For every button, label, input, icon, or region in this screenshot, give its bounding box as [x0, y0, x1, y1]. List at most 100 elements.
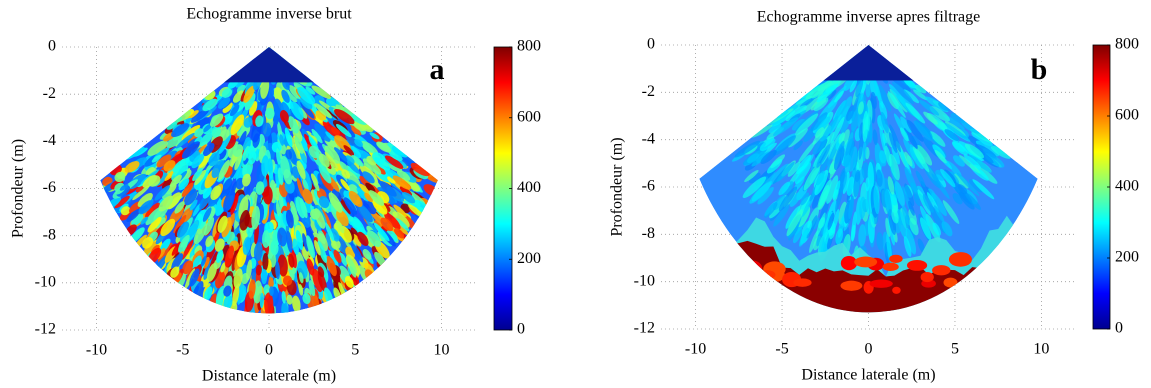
- echo-texture: [979, 277, 999, 294]
- echo-texture: [265, 221, 274, 234]
- echo-texture: [242, 236, 251, 255]
- echo-texture: [872, 129, 878, 146]
- echo-texture: [891, 208, 899, 224]
- echo-texture: [290, 101, 304, 121]
- echo-texture: [191, 153, 205, 169]
- echo-texture: [858, 122, 864, 140]
- echo-texture: [224, 245, 234, 268]
- echo-texture: [233, 268, 243, 289]
- echo-texture: [244, 92, 256, 111]
- echo-texture: [318, 196, 330, 209]
- echo-texture: [975, 140, 1000, 157]
- echo-texture: [923, 111, 938, 125]
- echo-texture: [906, 119, 924, 142]
- echo-texture: [894, 181, 905, 207]
- echo-texture: [410, 162, 430, 177]
- echo-texture: [239, 285, 247, 301]
- echo-texture: [889, 153, 900, 181]
- echo-texture: [917, 189, 931, 216]
- echo-texture: [932, 265, 951, 276]
- echo-texture: [799, 97, 815, 109]
- echo-texture: [997, 285, 1020, 294]
- colorbar-tick-label: 200: [517, 250, 541, 267]
- echo-texture: [391, 145, 409, 158]
- echo-texture: [788, 128, 808, 148]
- echo-texture: [944, 129, 959, 142]
- echo-texture: [200, 255, 207, 267]
- echo-texture: [956, 172, 980, 196]
- echo-texture: [317, 240, 328, 264]
- echo-texture: [869, 279, 893, 288]
- echo-texture: [300, 96, 313, 110]
- echo-texture: [158, 195, 174, 212]
- echo-texture: [929, 131, 946, 147]
- echo-texture: [145, 202, 160, 218]
- echo-texture: [952, 140, 965, 152]
- echo-texture: [954, 173, 969, 189]
- echo-texture: [786, 209, 803, 237]
- echo-texture: [876, 232, 884, 251]
- echo-texture: [379, 180, 397, 197]
- y-tick-label: -6: [642, 178, 655, 195]
- echo-texture: [393, 204, 407, 218]
- echo-texture: [758, 270, 776, 280]
- x-tick-label: 5: [951, 341, 959, 358]
- chart-panel: Echogramme inverse brut -10 -5 0 5 10 -12 -10 -8…: [10, 6, 541, 385]
- echo-texture: [916, 144, 933, 166]
- y-tick-label: 0: [48, 38, 56, 55]
- y-tick-label: -4: [642, 130, 655, 147]
- echo-texture: [987, 287, 996, 296]
- echo-texture: [311, 85, 332, 99]
- echo-texture: [345, 155, 355, 165]
- echo-texture: [221, 217, 232, 238]
- echo-texture: [865, 177, 870, 192]
- echo-texture: [114, 195, 130, 209]
- echo-texture: [147, 140, 168, 156]
- echo-texture: [795, 113, 819, 136]
- y-axis-label: Profondeur (m): [609, 137, 626, 236]
- echo-texture: [298, 284, 304, 296]
- echo-texture: [938, 101, 951, 111]
- echo-texture: [896, 209, 908, 239]
- echo-texture: [816, 144, 831, 168]
- echo-texture: [202, 123, 213, 133]
- echo-texture: [265, 107, 275, 120]
- echo-texture: [838, 132, 846, 144]
- echo-texture: [312, 268, 323, 293]
- echo-texture: [963, 154, 981, 169]
- echo-texture: [766, 158, 783, 174]
- echo-texture: [942, 200, 960, 224]
- echo-texture: [819, 179, 832, 206]
- echo-texture: [279, 110, 289, 123]
- echo-texture: [398, 154, 416, 167]
- echo-texture: [778, 186, 798, 212]
- x-tick-label: 0: [265, 342, 273, 359]
- chart-panel: Echogramme inverse apres filtrage -10 -5 0 5…: [609, 9, 1139, 384]
- echo-texture: [208, 152, 220, 167]
- echo-texture: [277, 227, 288, 247]
- echo-texture: [192, 167, 203, 182]
- echo-texture: [913, 193, 921, 207]
- echo-texture: [749, 180, 773, 204]
- echo-texture: [757, 186, 774, 205]
- x-tick-label: 10: [434, 342, 450, 359]
- echo-texture: [205, 235, 214, 247]
- echo-texture: [918, 99, 940, 116]
- echo-texture: [388, 150, 403, 161]
- echo-texture: [920, 271, 934, 283]
- echo-texture: [848, 195, 854, 220]
- echo-texture: [889, 88, 908, 113]
- echo-texture: [333, 249, 342, 264]
- echo-texture: [197, 169, 212, 189]
- echo-texture: [349, 265, 357, 278]
- echo-texture: [351, 155, 364, 167]
- echo-texture: [903, 236, 912, 257]
- echo-texture: [364, 192, 373, 203]
- echo-texture: [369, 132, 380, 140]
- echo-texture: [878, 150, 887, 167]
- echo-texture: [787, 161, 801, 177]
- echo-texture: [175, 132, 195, 149]
- echo-texture: [834, 90, 844, 103]
- colorbar-tick-label: 400: [1115, 178, 1139, 195]
- echo-texture: [232, 285, 240, 307]
